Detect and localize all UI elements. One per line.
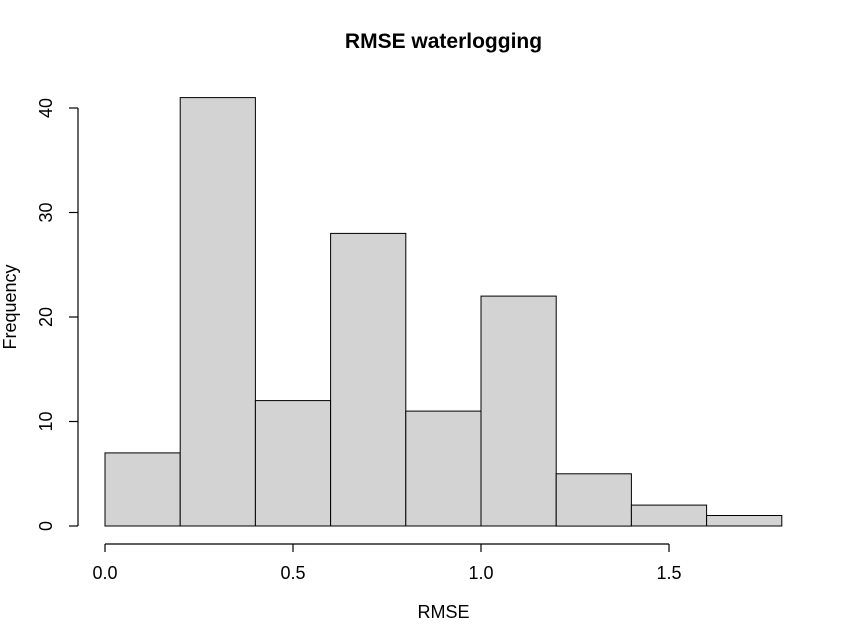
x-tick-label: 0.5: [280, 563, 305, 583]
y-tick-label: 30: [36, 202, 56, 222]
histogram-bar: [330, 232, 407, 527]
histogram-bar: [706, 515, 783, 527]
x-tick-label: 1.0: [468, 563, 493, 583]
histogram-bar: [555, 473, 632, 527]
histogram-bar: [254, 400, 332, 527]
y-tick-label: 10: [36, 411, 56, 431]
y-tick-label: 0: [36, 521, 56, 531]
histogram-bar: [405, 410, 482, 527]
x-axis-label: RMSE: [417, 602, 470, 622]
x-tick-label: 1.5: [656, 563, 681, 583]
y-tick-label: 40: [36, 98, 56, 118]
y-tick-label: 20: [36, 307, 56, 327]
chart-title: RMSE waterlogging: [344, 30, 543, 53]
histogram-bar: [480, 295, 557, 527]
histogram-bar: [630, 504, 708, 527]
x-tick-label: 0.0: [92, 563, 117, 583]
histogram-bar: [179, 97, 256, 527]
histogram-bar: [104, 452, 181, 527]
